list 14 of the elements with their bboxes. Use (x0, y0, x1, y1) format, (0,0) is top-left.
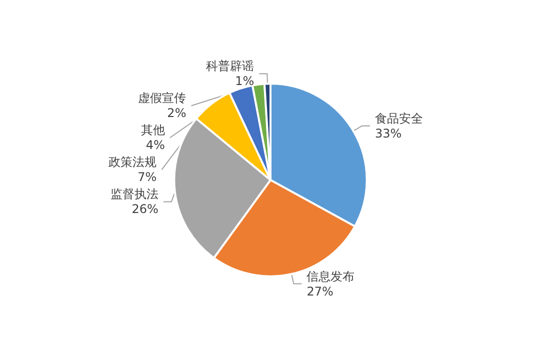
data-label: 1% (235, 74, 254, 88)
data-label: 27% (306, 284, 334, 298)
slice-label: 食品安全 (375, 111, 424, 126)
slice-label: 监督执法 (110, 187, 158, 202)
data-label: 7% (138, 170, 157, 184)
slice-label: 政策法规 (108, 155, 157, 170)
data-label: 33% (375, 126, 402, 140)
data-label: 4% (146, 138, 165, 152)
data-label: 26% (132, 202, 158, 216)
slice-label: 信息发布 (306, 269, 355, 284)
slice-label: 虚假宣传 (138, 91, 186, 106)
slice-label: 其他 (140, 123, 165, 138)
slice-label: 科普辟谣 (206, 59, 254, 74)
data-label: 2% (167, 106, 186, 120)
